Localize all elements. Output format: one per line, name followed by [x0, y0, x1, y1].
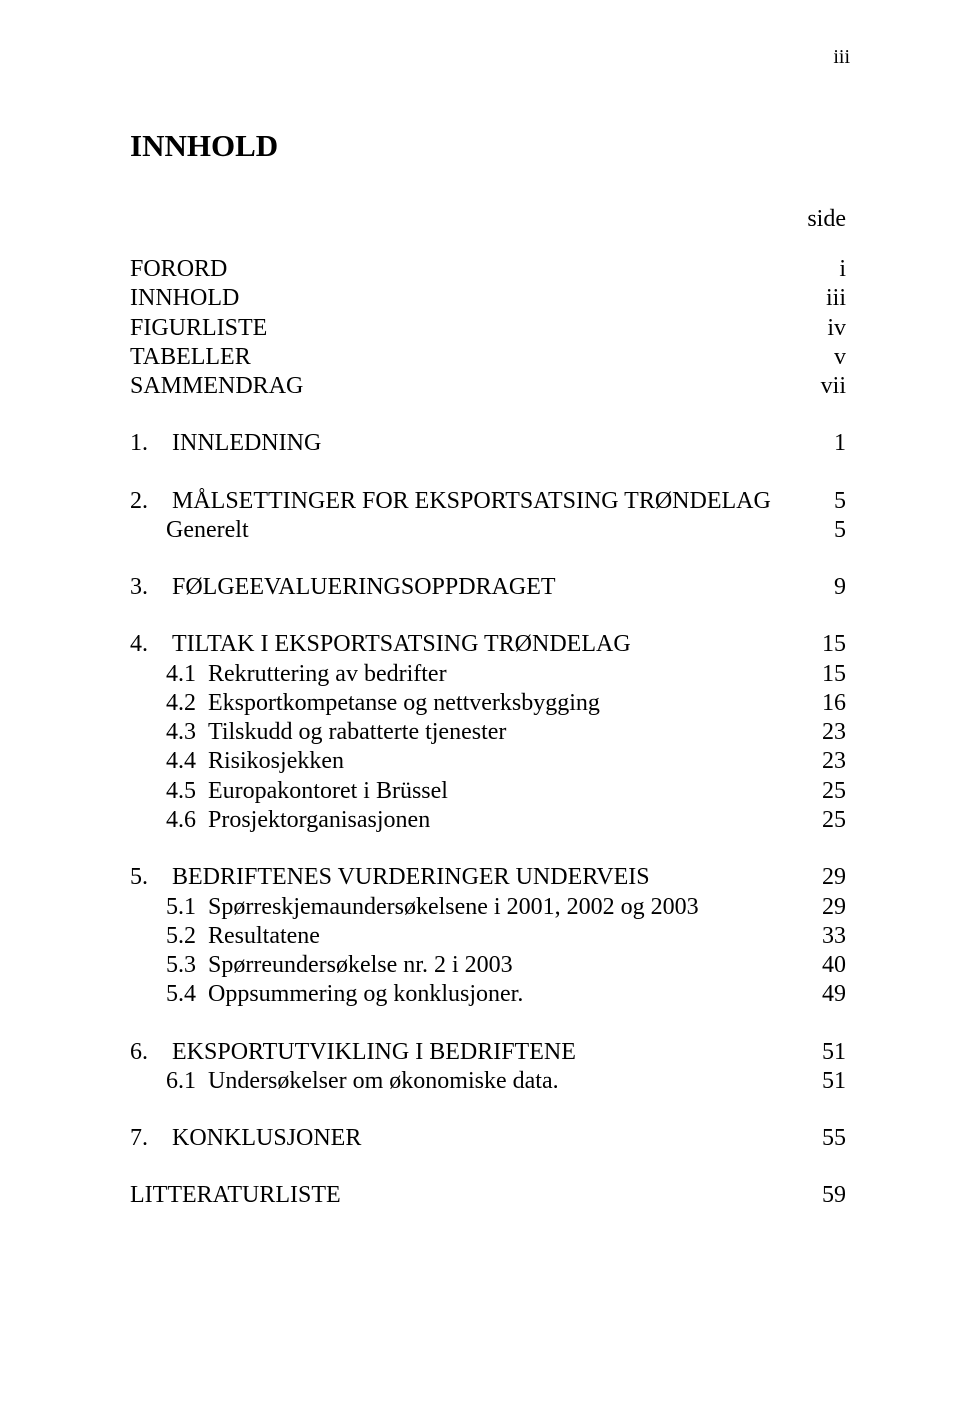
toc-page: 59	[794, 1181, 850, 1210]
toc-row: 5.1 Spørreskjemaundersøkelsene i 2001, 2…	[130, 893, 850, 922]
toc-page: 25	[794, 806, 850, 835]
toc-page: 29	[794, 863, 850, 892]
toc-label: 5. BEDRIFTENES VURDERINGER UNDERVEIS	[130, 863, 794, 892]
toc-page: 15	[794, 660, 850, 689]
toc-page: 5	[794, 487, 850, 516]
toc-page: v	[798, 343, 850, 372]
toc-label: 5.4 Oppsummering og konklusjoner.	[130, 980, 794, 1009]
toc-row: 4.6 Prosjektorganisasjonen 25	[130, 806, 850, 835]
toc-page: iv	[798, 314, 850, 343]
toc-page: 15	[794, 630, 850, 659]
toc-label: SAMMENDRAG	[130, 372, 798, 401]
toc-row: 3. FØLGEEVALUERINGSOPPDRAGET 9	[130, 573, 850, 602]
toc-label: 6.1 Undersøkelser om økonomiske data.	[130, 1067, 794, 1096]
toc-row: 6.1 Undersøkelser om økonomiske data. 51	[130, 1067, 850, 1096]
toc-row: LITTERATURLISTE 59	[130, 1181, 850, 1210]
toc-row: 4.1 Rekruttering av bedrifter 15	[130, 660, 850, 689]
toc-page: 5	[794, 516, 850, 545]
toc-row: 4.5 Europakontoret i Brüssel 25	[130, 777, 850, 806]
toc-page: 23	[794, 747, 850, 776]
toc-page: 23	[794, 718, 850, 747]
toc-row: 5.4 Oppsummering og konklusjoner. 49	[130, 980, 850, 1009]
page-title: INNHOLD	[130, 128, 850, 164]
toc-row: SAMMENDRAG vii	[130, 372, 850, 401]
toc-row: 4.3 Tilskudd og rabatterte tjenester 23	[130, 718, 850, 747]
toc-page: 33	[794, 922, 850, 951]
toc-row: 5.3 Spørreundersøkelse nr. 2 i 2003 40	[130, 951, 850, 980]
toc-row: 4. TILTAK I EKSPORTSATSING TRØNDELAG 15	[130, 630, 850, 659]
toc-page: 9	[794, 573, 850, 602]
toc-page: iii	[798, 284, 850, 313]
toc-label: 4.3 Tilskudd og rabatterte tjenester	[130, 718, 794, 747]
toc-label: 5.2 Resultatene	[130, 922, 794, 951]
toc-label: 1. INNLEDNING	[130, 429, 794, 458]
toc-label: FIGURLISTE	[130, 314, 798, 343]
toc-row: 6. EKSPORTUTVIKLING I BEDRIFTENE 51	[130, 1038, 850, 1067]
toc-page: 16	[794, 689, 850, 718]
toc-row: Generelt 5	[130, 516, 850, 545]
toc-row: 1. INNLEDNING 1	[130, 429, 850, 458]
toc-label: 4.4 Risikosjekken	[130, 747, 794, 776]
toc-label: 7. KONKLUSJONER	[130, 1124, 794, 1153]
toc-page: 40	[794, 951, 850, 980]
toc-label: 5.3 Spørreundersøkelse nr. 2 i 2003	[130, 951, 794, 980]
toc-label: 6. EKSPORTUTVIKLING I BEDRIFTENE	[130, 1038, 794, 1067]
toc-row: FORORD i	[130, 255, 850, 284]
toc-row: 4.4 Risikosjekken 23	[130, 747, 850, 776]
toc-label: 4. TILTAK I EKSPORTSATSING TRØNDELAG	[130, 630, 794, 659]
toc-label: 4.2 Eksportkompetanse og nettverksbyggin…	[130, 689, 794, 718]
toc-row: 2. MÅLSETTINGER FOR EKSPORTSATSING TRØND…	[130, 487, 850, 516]
toc-row: 5.2 Resultatene 33	[130, 922, 850, 951]
toc-row: 7. KONKLUSJONER 55	[130, 1124, 850, 1153]
toc-page: 29	[794, 893, 850, 922]
toc-label: 3. FØLGEEVALUERINGSOPPDRAGET	[130, 573, 794, 602]
toc-page: 49	[794, 980, 850, 1009]
toc-page: 25	[794, 777, 850, 806]
toc-row: 4.2 Eksportkompetanse og nettverksbyggin…	[130, 689, 850, 718]
toc-row: TABELLER v	[130, 343, 850, 372]
toc-row: FIGURLISTE iv	[130, 314, 850, 343]
toc-row: INNHOLD iii	[130, 284, 850, 313]
toc-row: 5. BEDRIFTENES VURDERINGER UNDERVEIS 29	[130, 863, 850, 892]
page-marker-top: iii	[833, 46, 850, 69]
toc-label: LITTERATURLISTE	[130, 1181, 794, 1210]
toc-label: 4.6 Prosjektorganisasjonen	[130, 806, 794, 835]
toc-label: 5.1 Spørreskjemaundersøkelsene i 2001, 2…	[130, 893, 794, 922]
toc-page: i	[798, 255, 850, 284]
toc-label: Generelt	[130, 516, 794, 545]
toc-label: INNHOLD	[130, 284, 798, 313]
toc-page: vii	[798, 372, 850, 401]
toc-label: 4.1 Rekruttering av bedrifter	[130, 660, 794, 689]
toc-page: 55	[794, 1124, 850, 1153]
side-column-header: side	[130, 206, 850, 233]
toc-page: 1	[794, 429, 850, 458]
toc-page: 51	[794, 1038, 850, 1067]
toc-label: TABELLER	[130, 343, 798, 372]
toc-label: 4.5 Europakontoret i Brüssel	[130, 777, 794, 806]
toc-page: 51	[794, 1067, 850, 1096]
toc: FORORD i INNHOLD iii FIGURLISTE iv TABEL…	[130, 255, 850, 1211]
toc-label: FORORD	[130, 255, 798, 284]
toc-label: 2. MÅLSETTINGER FOR EKSPORTSATSING TRØND…	[130, 487, 794, 516]
